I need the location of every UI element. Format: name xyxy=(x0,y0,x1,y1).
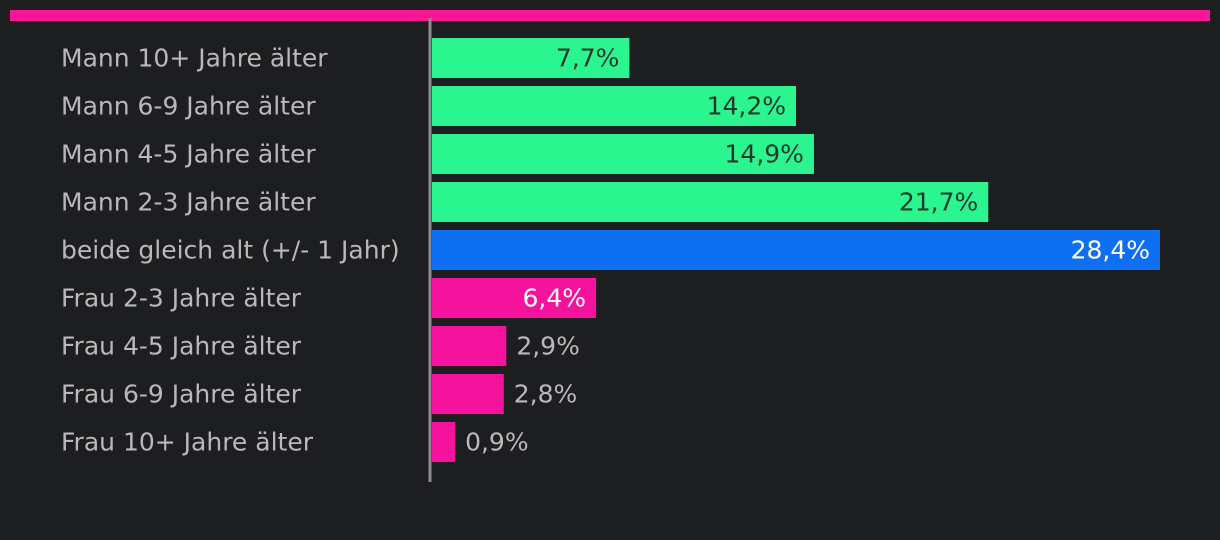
top-accent-bar xyxy=(10,10,1210,21)
bar xyxy=(432,374,504,414)
category-label: Frau 2-3 Jahre älter xyxy=(61,284,302,313)
bar xyxy=(432,422,456,462)
bar xyxy=(432,278,597,318)
category-label: beide gleich alt (+/- 1 Jahr) xyxy=(61,236,400,265)
value-label: 2,8% xyxy=(514,380,578,409)
category-label: Frau 10+ Jahre älter xyxy=(61,428,314,457)
category-label: Mann 10+ Jahre älter xyxy=(61,44,328,73)
value-label: 0,9% xyxy=(465,428,529,457)
bar xyxy=(432,38,630,78)
bars-group: Mann 10+ Jahre älter 7,7% Mann 6-9 Jahre ä… xyxy=(61,38,1160,462)
value-label: 2,9% xyxy=(516,332,580,361)
value-label: 6,4% xyxy=(523,284,587,313)
category-label: Frau 6-9 Jahre älter xyxy=(61,380,302,409)
category-label: Mann 2-3 Jahre älter xyxy=(61,188,316,217)
bar xyxy=(432,326,507,366)
value-label: 7,7% xyxy=(556,44,620,73)
bar xyxy=(432,182,989,222)
value-label: 21,7% xyxy=(899,188,978,217)
value-label: 14,2% xyxy=(707,92,786,121)
bar xyxy=(432,230,1160,270)
bar xyxy=(432,86,796,126)
category-label: Mann 6-9 Jahre älter xyxy=(61,92,316,121)
value-label: 28,4% xyxy=(1071,236,1150,265)
category-label: Mann 4-5 Jahre älter xyxy=(61,140,316,169)
bar xyxy=(432,134,814,174)
category-label: Frau 4-5 Jahre älter xyxy=(61,332,302,361)
value-label: 14,9% xyxy=(725,140,804,169)
